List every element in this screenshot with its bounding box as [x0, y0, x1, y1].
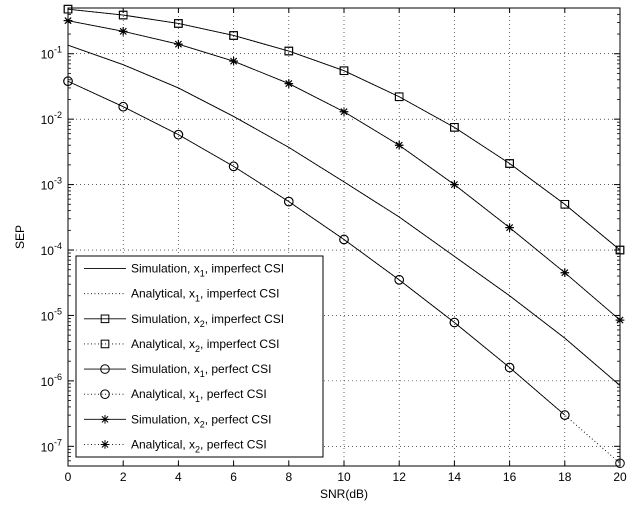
square-marker	[174, 19, 183, 28]
series-2	[67, 44, 621, 386]
y-tick-label: 10-5	[41, 306, 62, 323]
star-marker	[339, 107, 349, 117]
legend-entry: Analytical, x2, imperfect CSI	[84, 337, 279, 354]
series-line	[67, 8, 621, 251]
square-marker	[505, 159, 514, 168]
legend-box	[75, 255, 324, 458]
y-axis-label: SEP	[13, 225, 27, 249]
y-tick-label: 10-7	[41, 437, 62, 454]
circle-marker	[339, 234, 349, 245]
circle-marker	[394, 275, 405, 285]
series-line	[67, 44, 621, 386]
y-tick-label: 10-6	[41, 372, 62, 389]
legend-entry: Simulation, x1, perfect CSI	[84, 362, 271, 379]
square-marker	[284, 46, 294, 56]
x-tick-label: 8	[285, 470, 292, 484]
circle-marker	[284, 196, 294, 207]
circle-marker	[100, 389, 110, 399]
legend-label: Analytical, x2, imperfect CSI	[131, 337, 279, 354]
legend-entry: Analytical, x1, perfect CSI	[84, 387, 267, 404]
star-marker	[505, 223, 514, 232]
x-tick-label: 6	[230, 470, 237, 484]
y-tick-label: 10-4	[41, 241, 62, 258]
star-marker	[229, 56, 238, 66]
legend-label: Analytical, x1, perfect CSI	[131, 387, 267, 404]
circle-marker	[118, 101, 128, 112]
star-marker	[100, 440, 110, 449]
square-marker	[560, 199, 570, 209]
star-marker	[394, 140, 404, 150]
star-marker	[560, 268, 570, 278]
y-tick-label: 10-3	[41, 176, 62, 193]
legend-label: Simulation, x1, imperfect CSI	[131, 262, 284, 279]
legend-entry: Simulation, x1, imperfect CSI	[84, 262, 284, 279]
series-4	[63, 4, 625, 255]
legend-label: Simulation, x1, perfect CSI	[131, 362, 271, 379]
star-marker	[284, 79, 294, 88]
legend-label: Simulation, x2, perfect CSI	[131, 412, 271, 429]
legend: Simulation, x1, imperfect CSI Analytical,…	[75, 255, 324, 458]
legend-entry: Analytical, x2, perfect CSI	[84, 437, 267, 454]
square-marker	[394, 92, 404, 102]
legend-label: Analytical, x1, imperfect CSI	[131, 287, 279, 304]
x-axis-label: SNR(dB)	[320, 487, 368, 501]
x-tick-label: 10	[337, 470, 351, 484]
ticks: 0 2 4 6 8 10 12 14 16 18 20 10-1 10-2 10-3 10-4 10-5 10-…	[41, 7, 627, 484]
circle-marker	[560, 410, 570, 420]
legend-entry: Simulation, x2, perfect CSI	[84, 412, 271, 429]
legend-entry: Simulation, x2, imperfect CSI	[84, 312, 284, 329]
star-marker	[118, 27, 128, 36]
star-marker	[100, 415, 110, 424]
circle-marker	[100, 364, 110, 374]
square-marker	[100, 339, 110, 349]
star-marker	[174, 39, 183, 49]
square-marker	[229, 31, 238, 40]
series-group	[63, 4, 625, 469]
square-marker	[100, 314, 110, 324]
x-tick-label: 18	[558, 470, 572, 484]
x-tick-label: 16	[503, 470, 517, 484]
x-tick-label: 2	[120, 470, 127, 484]
x-tick-label: 0	[65, 470, 72, 484]
circle-marker	[228, 161, 239, 172]
square-marker	[450, 123, 459, 132]
x-tick-label: 20	[613, 470, 627, 484]
x-tick-label: 14	[448, 470, 462, 484]
circle-marker	[504, 362, 515, 373]
circle-marker	[173, 129, 184, 140]
series-line	[67, 80, 621, 464]
circle-marker	[449, 317, 460, 328]
x-tick-label: 12	[393, 470, 407, 484]
y-tick-label: 10-1	[41, 45, 62, 62]
legend-label: Simulation, x2, imperfect CSI	[131, 312, 284, 329]
y-tick-label: 10-2	[41, 110, 62, 127]
square-marker	[339, 66, 349, 76]
legend-entry: Analytical, x1, imperfect CSI	[84, 287, 279, 304]
legend-label: Analytical, x2, perfect CSI	[131, 437, 267, 454]
series-line	[67, 20, 621, 321]
star-marker	[450, 180, 459, 189]
x-tick-label: 4	[175, 470, 182, 484]
